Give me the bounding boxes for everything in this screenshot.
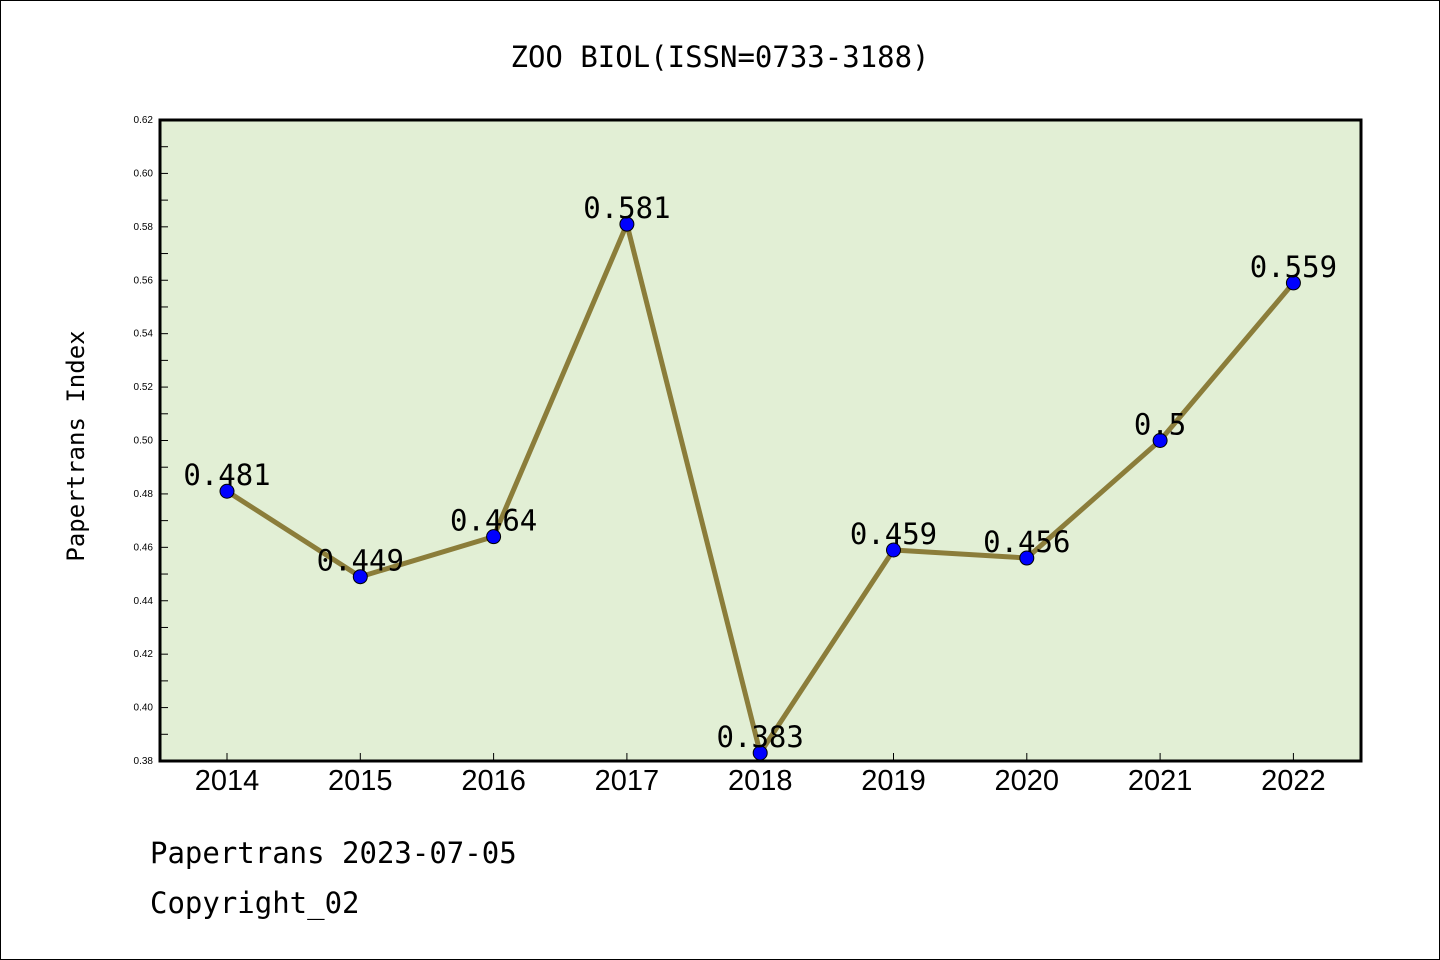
y-tick-label: 0.46 — [134, 542, 154, 553]
y-tick-label: 0.56 — [134, 275, 154, 286]
x-tick-label: 2019 — [861, 765, 926, 797]
chart-title: ZOO BIOL(ISSN=0733-3188) — [510, 40, 929, 74]
data-label: 0.5 — [1134, 408, 1186, 442]
data-label: 0.481 — [183, 458, 270, 492]
y-tick-label: 0.52 — [134, 382, 154, 393]
y-tick-label: 0.50 — [134, 436, 154, 447]
y-tick-label: 0.40 — [134, 703, 154, 714]
data-label: 0.456 — [983, 525, 1070, 559]
data-point — [219, 483, 235, 499]
y-axis-label: Papertrans Index — [62, 330, 90, 561]
y-tick-label: 0.62 — [134, 115, 154, 126]
data-point — [619, 216, 635, 232]
x-tick-label: 2020 — [995, 765, 1060, 797]
data-label: 0.559 — [1250, 250, 1337, 284]
data-point — [1285, 275, 1301, 291]
plot-border — [158, 118, 1363, 763]
y-tick-label: 0.60 — [134, 168, 154, 179]
x-tick-label: 2021 — [1128, 765, 1193, 797]
footer-date: Papertrans 2023-07-05 — [150, 836, 517, 870]
y-tick-label: 0.54 — [134, 329, 154, 340]
x-axis: 2014 2015 2016 2017 2018 2019 2020 2021 2022 — [195, 753, 1326, 797]
x-tick-label: 2014 — [195, 765, 260, 797]
footer-copyright: Copyright_02 — [150, 886, 360, 920]
data-label: 0.383 — [717, 720, 804, 754]
y-tick-label: 0.42 — [134, 649, 154, 660]
data-point — [1152, 433, 1168, 448]
data-point — [886, 542, 901, 558]
x-tick-label: 2015 — [328, 765, 393, 797]
data-point — [486, 529, 502, 545]
x-tick-label: 2022 — [1261, 765, 1326, 797]
y-tick-label: 0.58 — [134, 222, 154, 233]
x-tick-label: 2016 — [461, 765, 526, 797]
data-label: 0.464 — [450, 504, 537, 538]
data-label: 0.449 — [317, 544, 404, 578]
x-tick-label: 2018 — [728, 765, 793, 797]
y-axis: 0.38 0.40 0.42 0.44 0.46 0.48 0.50 0.52 0.54 0.56… — [134, 115, 168, 767]
x-tick-label: 2017 — [595, 765, 660, 797]
y-tick-label: 0.38 — [134, 756, 154, 767]
series-line-group: 0.481 0.449 0.464 0.581 0.383 0.459 0.456 0.5 0.… — [183, 191, 1337, 761]
data-point — [352, 569, 368, 585]
data-label: 0.459 — [850, 517, 937, 551]
y-tick-label: 0.48 — [134, 489, 154, 500]
data-label: 0.581 — [583, 191, 670, 225]
y-tick-label: 0.44 — [134, 596, 154, 607]
data-point — [1019, 550, 1035, 566]
